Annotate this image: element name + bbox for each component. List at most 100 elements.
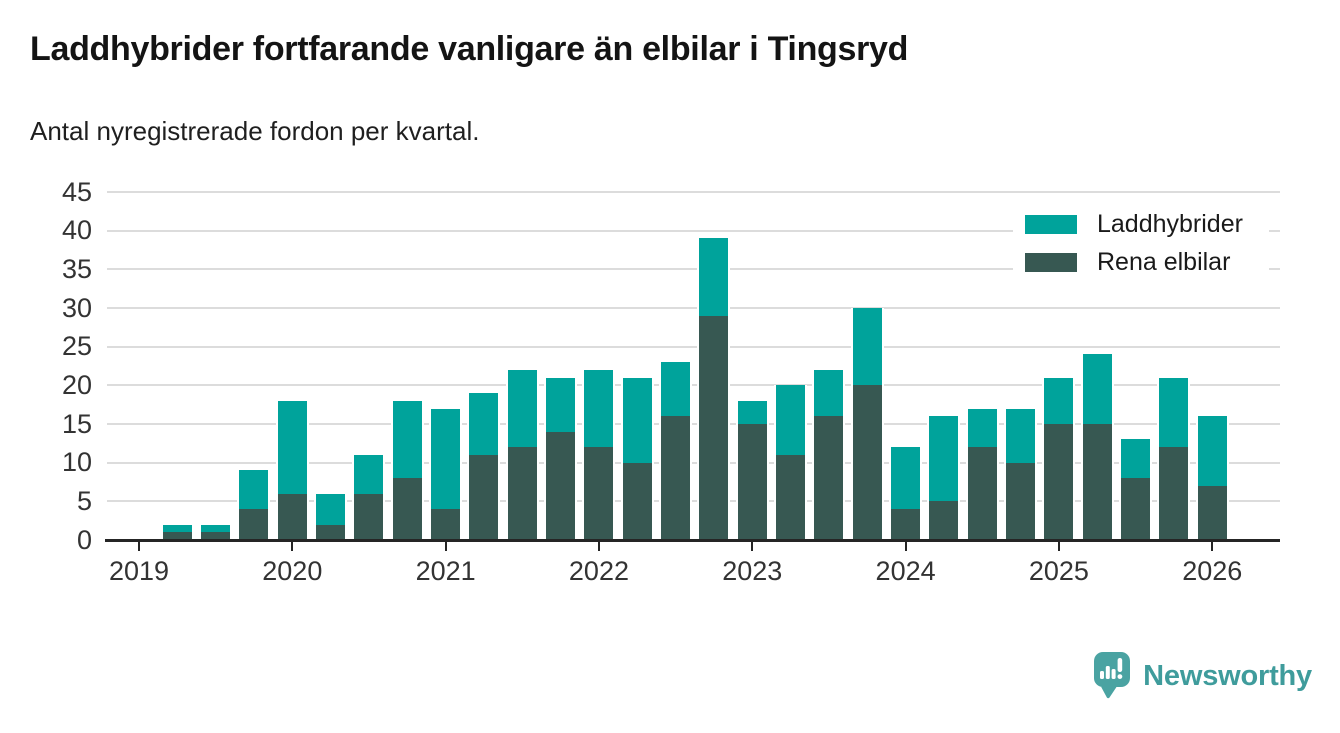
bar-segment-rena-elbilar [201, 532, 231, 540]
legend-item-laddhybrider: Laddhybrider [1013, 205, 1269, 243]
x-axis-tick-2024 [904, 542, 907, 551]
x-axis-label-2022: 2022 [568, 556, 629, 586]
bar-2022-q2 [620, 377, 654, 540]
gridline-y-5 [107, 500, 1280, 503]
bar-segment-rena-elbilar [584, 447, 614, 540]
bar-segment-rena-elbilar [852, 385, 882, 540]
bar-2019-q2 [160, 524, 194, 540]
bar-segment-rena-elbilar [1121, 478, 1151, 540]
newsworthy-branding: Newsworthy [1094, 652, 1312, 700]
bar-segment-laddhybrider [239, 470, 269, 510]
bar-segment-laddhybrider [431, 408, 461, 510]
bar-2019-q3 [199, 524, 233, 540]
bar-segment-rena-elbilar [1006, 462, 1036, 540]
bar-2021-q2 [467, 393, 501, 540]
x-axis-tick-2025 [1057, 542, 1060, 551]
bar-segment-laddhybrider [661, 362, 691, 417]
chart-title: Laddhybrider fortfarande vanligare än el… [30, 30, 909, 68]
y-axis-label-35: 35 [61, 253, 92, 284]
bar-2025-q1 [1042, 377, 1076, 540]
x-axis-line [105, 539, 1280, 542]
bar-segment-rena-elbilar [431, 509, 461, 540]
bar-segment-rena-elbilar [776, 454, 806, 540]
bar-segment-laddhybrider [277, 400, 307, 494]
gridline-y-15 [107, 423, 1280, 425]
bar-segment-laddhybrider [929, 416, 959, 502]
bar-segment-rena-elbilar [316, 524, 346, 540]
legend-label-rena-elbilar: Rena elbilar [1097, 247, 1231, 276]
y-axis-label-30: 30 [61, 292, 92, 323]
bar-segment-laddhybrider [584, 369, 614, 448]
bar-2022-q1 [582, 369, 616, 540]
bar-2023-q1 [735, 400, 769, 540]
bar-segment-laddhybrider [1197, 416, 1227, 486]
bar-segment-laddhybrider [507, 369, 537, 448]
bar-segment-laddhybrider [469, 393, 499, 455]
bar-segment-laddhybrider [776, 385, 806, 455]
x-axis-tick-2019 [138, 542, 140, 551]
bar-segment-rena-elbilar [814, 416, 844, 540]
bar-segment-rena-elbilar [1159, 447, 1189, 540]
bar-segment-rena-elbilar [699, 315, 729, 540]
bar-segment-rena-elbilar [546, 431, 576, 540]
bar-segment-laddhybrider [622, 377, 652, 463]
bar-2024-q1 [889, 447, 923, 540]
bar-segment-laddhybrider [1044, 377, 1074, 424]
bar-2024-q2 [927, 416, 961, 540]
bar-segment-laddhybrider [852, 308, 882, 386]
bar-segment-laddhybrider [967, 408, 997, 448]
bar-segment-laddhybrider [546, 377, 576, 432]
bar-segment-laddhybrider [162, 524, 192, 533]
gridline-y-30 [107, 307, 1280, 309]
y-axis-label-5: 5 [76, 485, 92, 516]
x-axis-tick-2020 [291, 542, 294, 551]
bar-segment-laddhybrider [891, 447, 921, 510]
bar-2021-q3 [505, 369, 539, 540]
x-axis-label-2020: 2020 [262, 556, 323, 586]
y-axis-label-25: 25 [61, 331, 92, 362]
gridline-y-45 [107, 191, 1280, 193]
x-axis-tick-2023 [751, 542, 754, 551]
bar-segment-rena-elbilar [622, 462, 652, 540]
bar-segment-rena-elbilar [929, 501, 959, 540]
x-axis-label-2019: 2019 [108, 556, 170, 586]
legend-swatch-laddhybrider [1025, 214, 1077, 234]
x-axis-label-2026: 2026 [1182, 556, 1243, 586]
x-axis-label-2025: 2025 [1028, 556, 1089, 586]
bar-2020-q3 [352, 454, 386, 540]
bar-segment-laddhybrider [1159, 377, 1189, 448]
bar-segment-laddhybrider [1121, 439, 1151, 479]
bar-2020-q2 [314, 493, 348, 540]
y-axis-label-45: 45 [61, 176, 92, 207]
bar-segment-laddhybrider [814, 369, 844, 417]
y-axis-label-20: 20 [61, 369, 92, 400]
bar-segment-laddhybrider [1082, 354, 1112, 424]
chart-subtitle: Antal nyregistrerade fordon per kvartal. [30, 116, 480, 146]
bar-2023-q2 [774, 385, 808, 540]
bar-segment-laddhybrider [354, 454, 384, 494]
gridline-y-10 [107, 461, 1280, 464]
legend-label-laddhybrider: Laddhybrider [1097, 209, 1243, 238]
bar-2025-q2 [1080, 354, 1114, 540]
y-axis-label-0: 0 [76, 524, 92, 555]
bar-2021-q4 [544, 377, 578, 540]
bar-segment-rena-elbilar [1197, 485, 1227, 540]
bar-segment-laddhybrider [316, 493, 346, 525]
bar-segment-rena-elbilar [737, 423, 767, 540]
x-axis-tick-2022 [597, 542, 600, 551]
y-axis-label-10: 10 [61, 447, 92, 478]
gridline-y-40 [107, 229, 1280, 232]
legend-item-rena-elbilar: Rena elbilar [1013, 243, 1269, 281]
y-axis-label-40: 40 [61, 215, 92, 246]
bar-2019-q4 [237, 470, 271, 540]
bar-2020-q1 [275, 400, 309, 540]
bar-segment-rena-elbilar [239, 509, 269, 540]
newsworthy-logo-icon [1094, 652, 1131, 699]
brand-name: Newsworthy [1143, 659, 1312, 692]
bar-segment-rena-elbilar [469, 454, 499, 540]
bar-2020-q4 [390, 400, 424, 540]
bar-2026-q1 [1195, 416, 1229, 540]
x-axis-tick-2026 [1211, 542, 1214, 551]
bar-segment-rena-elbilar [1082, 423, 1112, 540]
